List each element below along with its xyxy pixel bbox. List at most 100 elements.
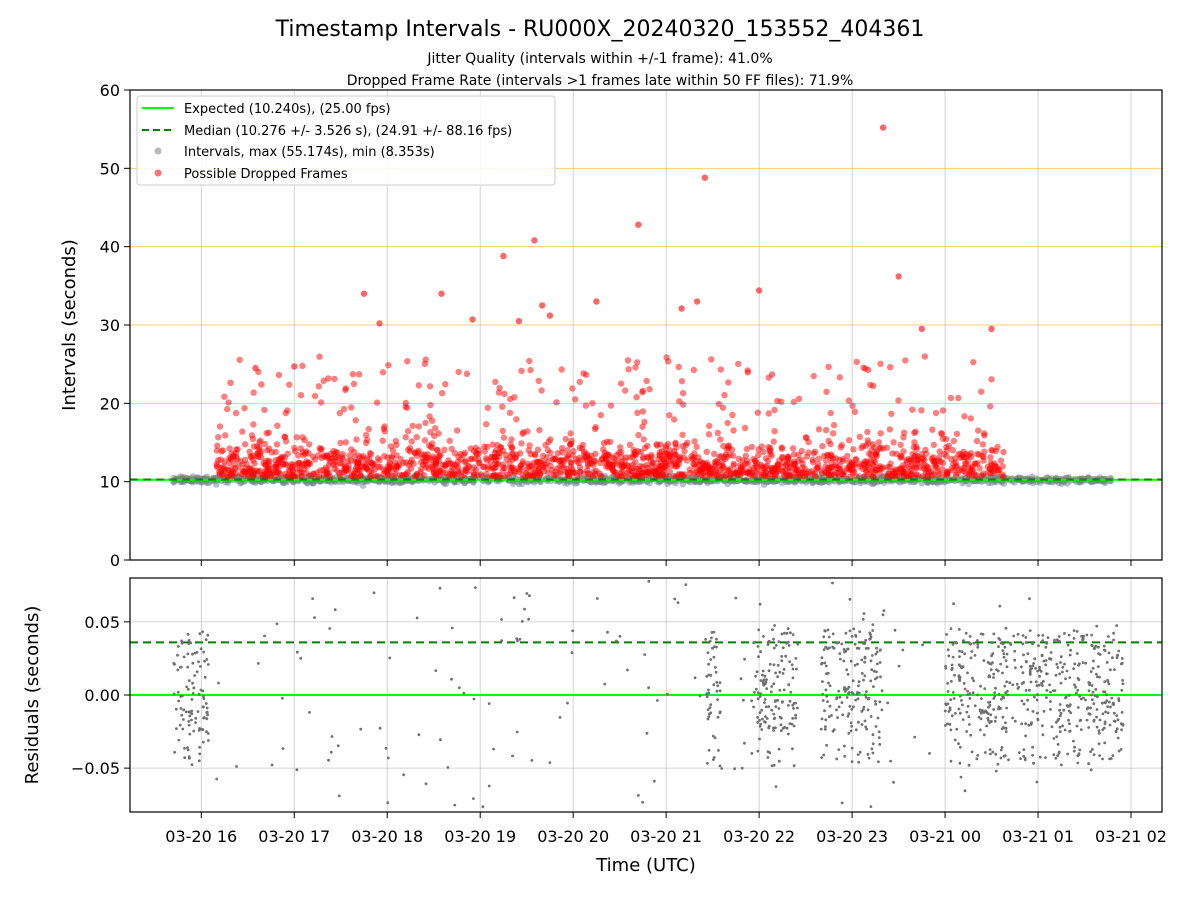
dropped-frame-point [981, 432, 988, 439]
residual-point [846, 672, 850, 676]
residual-point [951, 691, 955, 694]
residual-point [863, 642, 866, 645]
residual-point [596, 597, 599, 600]
dropped-frame-point [883, 444, 890, 451]
dropped-frame-point [567, 468, 574, 475]
x-tick-label-2: 03-20 18 [351, 827, 423, 846]
residual-point [626, 668, 629, 672]
residual-point [853, 663, 857, 667]
dropped-frame-point [519, 471, 526, 479]
residual-point [1024, 636, 1028, 639]
intervals-ytick-label-60: 60 [100, 81, 120, 100]
residual-point [993, 691, 997, 694]
residual-point [1040, 724, 1044, 728]
residual-point [870, 654, 874, 657]
residual-point [878, 743, 882, 746]
residual-point [979, 728, 982, 732]
residual-point [966, 704, 970, 708]
residual-point [1058, 703, 1062, 706]
residual-point [1075, 724, 1079, 728]
residual-point [978, 708, 982, 712]
residual-point [1008, 641, 1012, 645]
residual-point [716, 698, 719, 701]
residual-point [492, 747, 495, 751]
dropped-frame-point [830, 430, 837, 437]
dropped-frame-point [832, 455, 840, 462]
residual-point [837, 705, 841, 709]
dropped-frame-point [315, 383, 323, 390]
residual-point [870, 747, 874, 751]
residual-point [1067, 709, 1071, 713]
residual-point [983, 751, 987, 754]
residual-point [987, 705, 990, 709]
dropped-frame-point [900, 448, 907, 455]
residual-point [1096, 665, 1100, 668]
dropped-frame-point [458, 473, 465, 480]
residual-point [980, 697, 983, 700]
residual-point [951, 643, 955, 646]
residual-point [715, 645, 718, 649]
dropped-frame-point [877, 360, 884, 367]
dropped-frame-point [316, 353, 323, 360]
residual-point [1056, 743, 1060, 746]
dropped-frame-point [361, 463, 368, 471]
dropped-frame-point [999, 473, 1006, 480]
dropped-frame-point [632, 364, 639, 371]
dropped-frame-point [415, 447, 422, 454]
residual-point [831, 645, 835, 649]
residual-point [964, 631, 968, 635]
residual-point [713, 736, 717, 740]
residual-point [1089, 768, 1093, 772]
residual-point [205, 730, 208, 734]
dropped-frame-point [553, 399, 560, 406]
residual-point [1072, 637, 1076, 640]
residual-point [187, 639, 191, 642]
residual-point [754, 687, 758, 691]
dropped-frame-point [676, 398, 683, 405]
interval-point [561, 479, 568, 486]
residual-point [1081, 638, 1084, 642]
residual-point [424, 782, 428, 786]
residual-point [946, 722, 949, 726]
dropped-frame-point [649, 460, 656, 467]
residual-point [1028, 671, 1032, 675]
residual-point [1060, 763, 1063, 767]
dropped-frame-point [257, 437, 264, 444]
dropped-frame-point [720, 442, 727, 450]
interval-point [761, 481, 768, 488]
dropped-frame-point [446, 437, 453, 444]
residual-point [707, 748, 711, 752]
dropped-frame-point [690, 366, 697, 374]
residual-point [872, 669, 876, 673]
residual-point [676, 601, 680, 604]
dropped-frame-point [597, 472, 605, 480]
dropped-frame-point [672, 460, 679, 467]
residual-point [870, 668, 874, 672]
residual-point [1059, 655, 1063, 659]
residual-point [1106, 711, 1110, 715]
residual-point [1058, 725, 1062, 729]
residual-point [945, 633, 948, 636]
dropped-frame-point [535, 458, 542, 465]
dropped-frame-point [987, 454, 994, 461]
residual-point [763, 674, 767, 678]
residual-point [992, 632, 996, 636]
residual-point [787, 704, 790, 707]
dropped-frame-point [888, 410, 895, 417]
residual-point [1116, 653, 1119, 657]
dropped-frame-point [779, 463, 786, 470]
residual-point [1093, 646, 1097, 649]
dropped-frame-point [682, 441, 690, 449]
residual-point [880, 708, 884, 712]
residual-point [1046, 636, 1050, 639]
dropped-frame-point [895, 397, 902, 404]
residual-point [566, 701, 569, 705]
residual-point [1078, 694, 1081, 698]
residual-point [1121, 682, 1125, 686]
dropped-frame-point [716, 473, 723, 480]
residual-point [772, 729, 775, 732]
residual-point [857, 691, 861, 695]
residual-point [962, 639, 965, 642]
residual-point [386, 801, 390, 805]
dropped-frame-point [500, 464, 507, 471]
